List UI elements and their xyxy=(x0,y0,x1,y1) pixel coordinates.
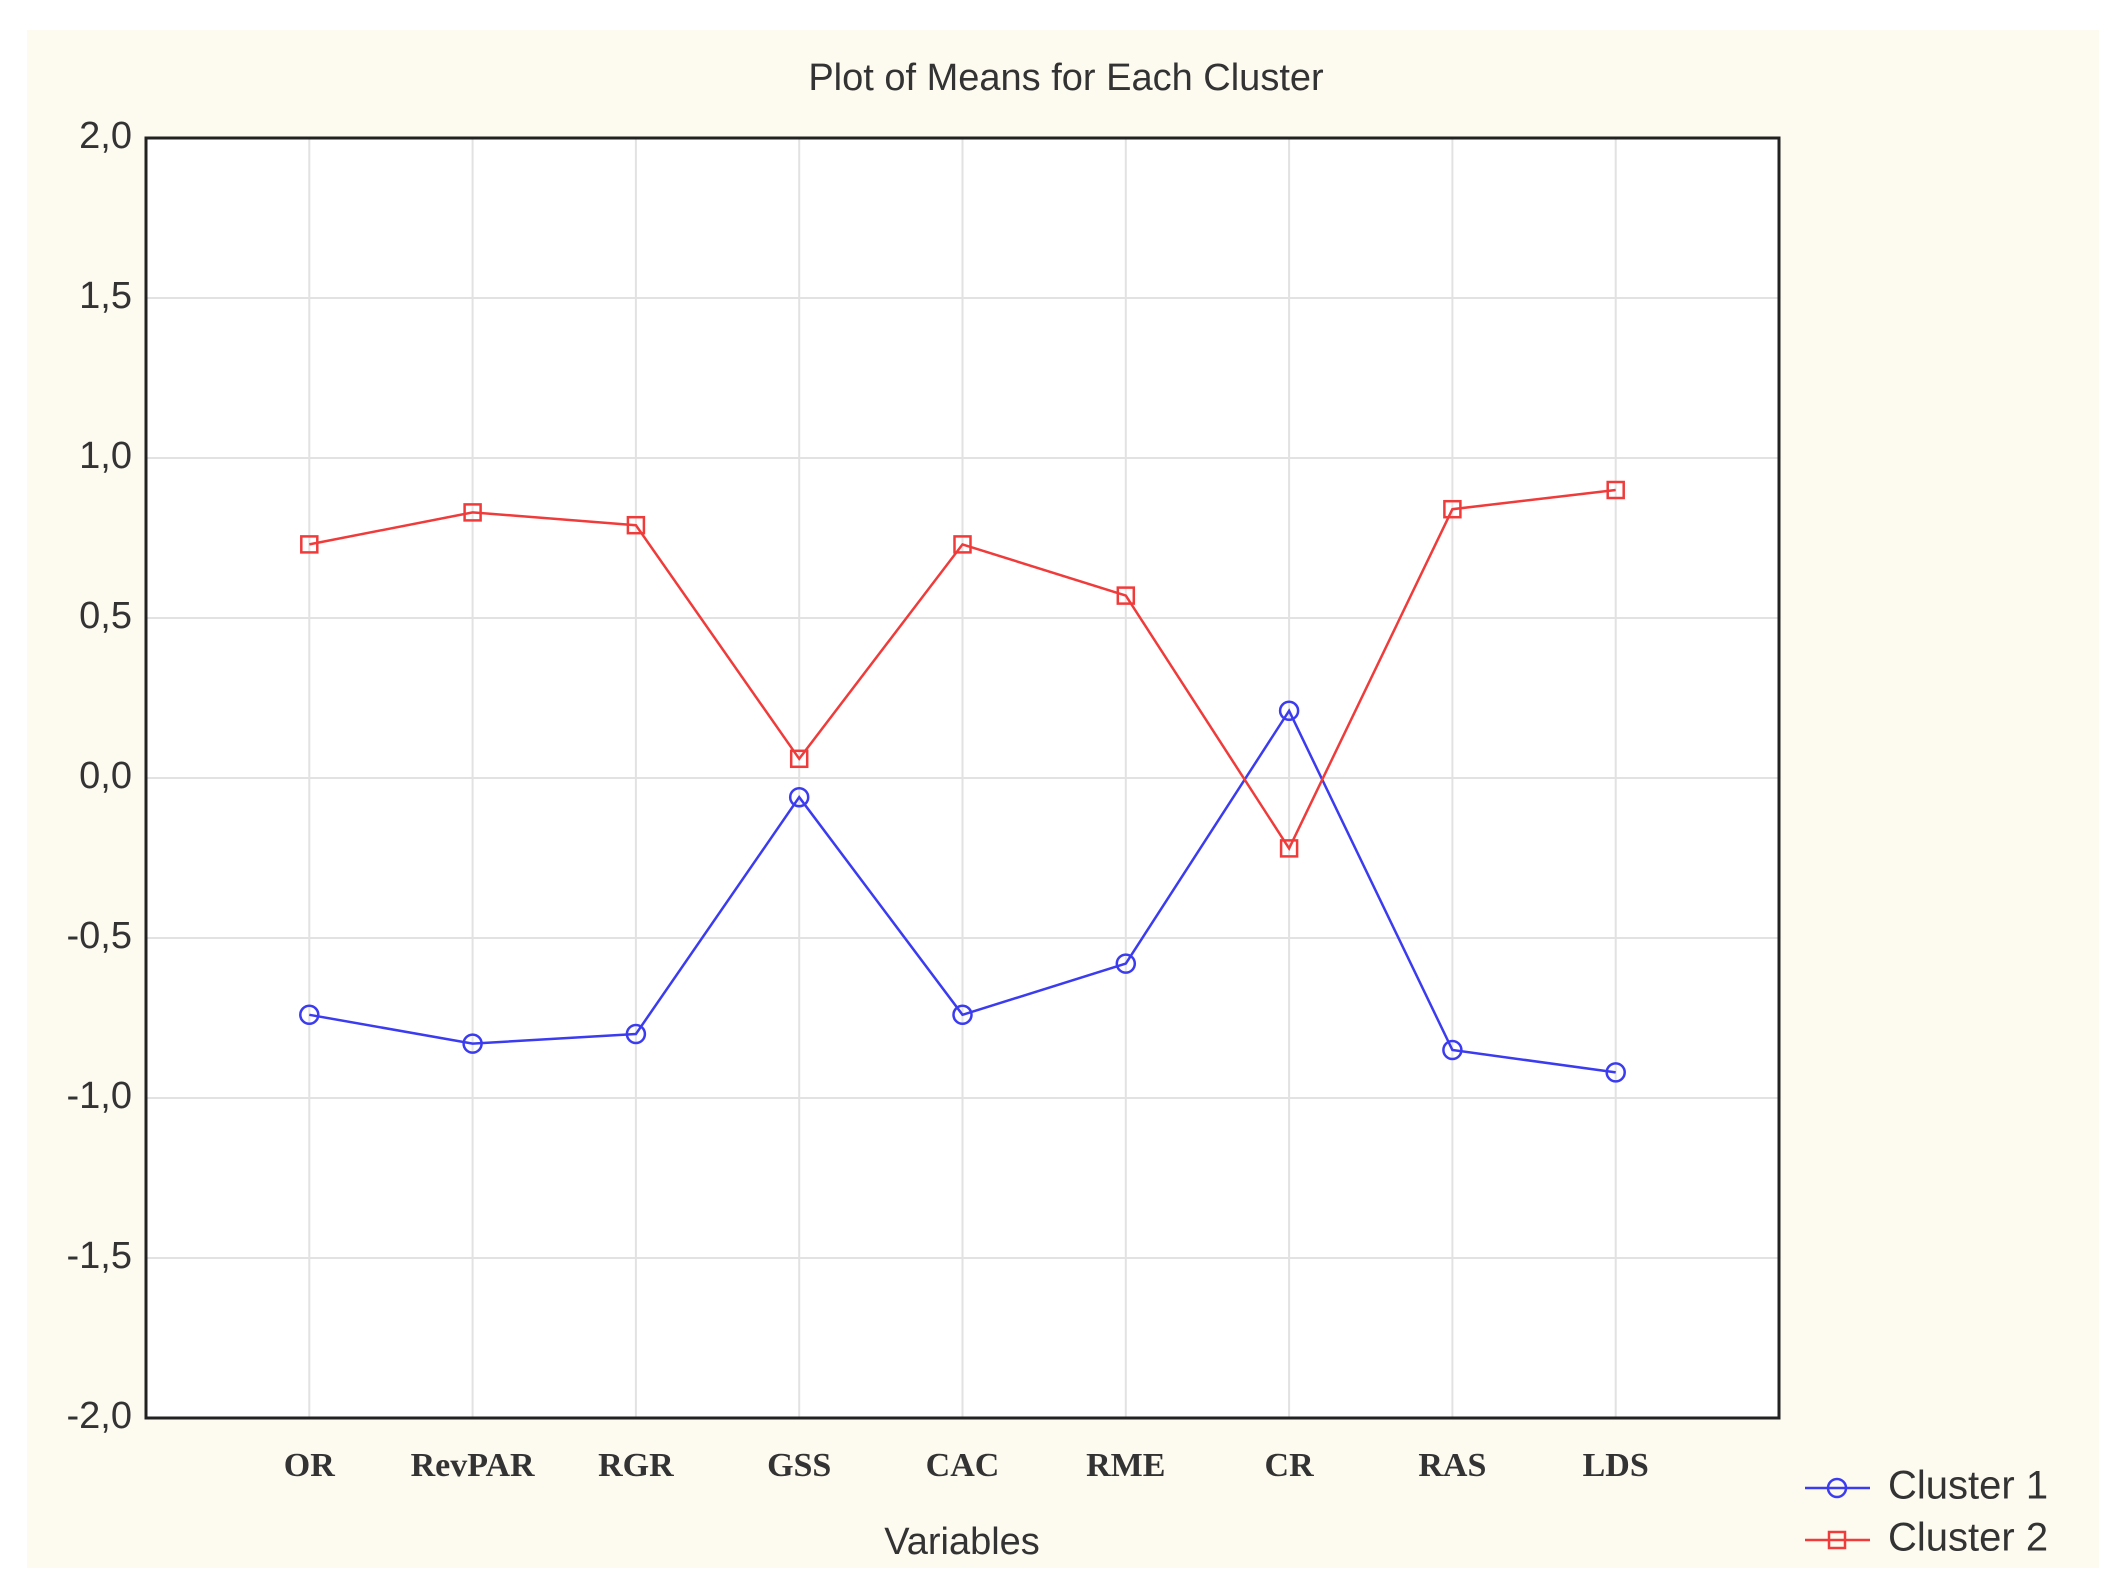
y-tick-label: -1,0 xyxy=(67,1075,132,1117)
x-tick-label: OR xyxy=(284,1447,335,1484)
marker xyxy=(463,503,482,522)
marker xyxy=(1278,700,1300,722)
marker xyxy=(1442,1039,1463,1061)
marker xyxy=(1116,586,1136,605)
marker xyxy=(299,1004,320,1026)
x-tick-label: RME xyxy=(1086,1447,1165,1484)
marker xyxy=(300,535,319,554)
y-tick-label: 1,5 xyxy=(79,275,132,317)
x-tick-label: RevPAR xyxy=(411,1447,535,1484)
marker xyxy=(953,535,972,554)
y-tick-label: 1,0 xyxy=(79,435,132,477)
marker xyxy=(1443,499,1462,519)
x-tick-label: CAC xyxy=(926,1447,1000,1484)
legend-label: Cluster 1 xyxy=(1888,1464,2048,1508)
plot-frame xyxy=(144,136,1781,1420)
x-axis-label: Variables xyxy=(884,1521,1040,1563)
chart-title: Plot of Means for Each Cluster xyxy=(808,57,1324,99)
marker xyxy=(788,786,810,808)
y-tick-label: -2,0 xyxy=(67,1395,132,1437)
marker xyxy=(625,1023,647,1045)
marker xyxy=(1279,839,1299,858)
marker xyxy=(1826,1477,1848,1499)
legend-label: Cluster 2 xyxy=(1888,1516,2048,1560)
series-line xyxy=(309,708,1616,1074)
x-tick-label: RAS xyxy=(1418,1447,1486,1484)
marker xyxy=(626,515,646,535)
marker xyxy=(1606,480,1625,500)
x-tick-label: RGR xyxy=(598,1447,674,1484)
x-tick-label: GSS xyxy=(767,1447,831,1484)
marker xyxy=(462,1033,483,1054)
y-tick-label: 0,0 xyxy=(79,755,132,797)
y-tick-label: -1,5 xyxy=(67,1235,132,1277)
x-tick-label: CR xyxy=(1265,1447,1315,1484)
marker xyxy=(1827,1530,1847,1550)
y-tick-label: 2,0 xyxy=(79,115,132,157)
marker xyxy=(1115,953,1137,974)
y-tick-label: 0,5 xyxy=(79,595,132,637)
series-line xyxy=(309,488,1616,851)
x-tick-label: LDS xyxy=(1583,1447,1649,1484)
marker xyxy=(952,1004,973,1026)
y-tick-label: -0,5 xyxy=(67,915,132,957)
marker xyxy=(1605,1062,1626,1083)
marker xyxy=(789,749,809,769)
